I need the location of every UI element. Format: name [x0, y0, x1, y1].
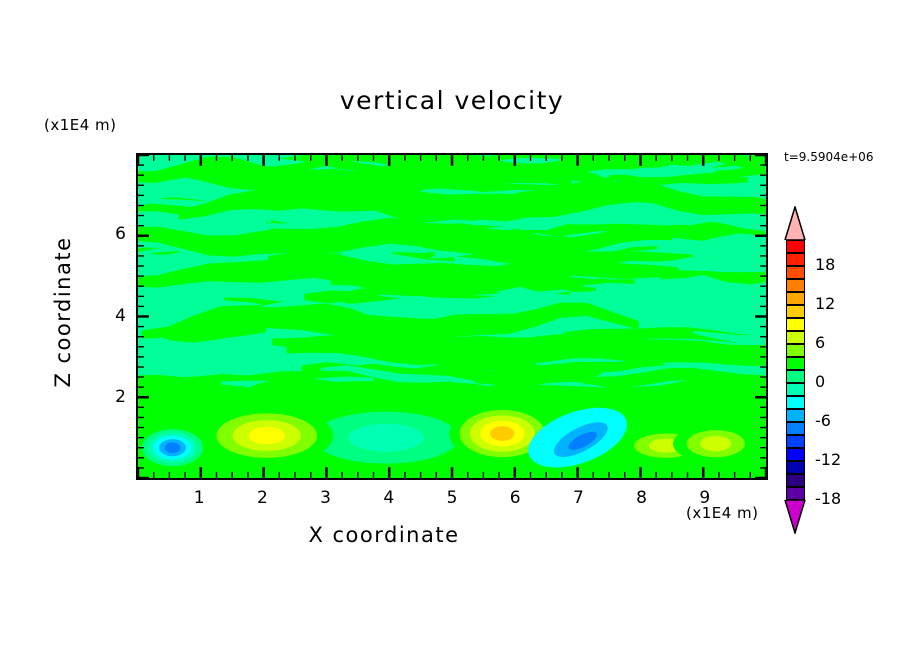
contour-band — [700, 435, 732, 452]
colorbar-band — [786, 292, 805, 305]
filament — [320, 365, 475, 385]
axis-ticks — [138, 155, 766, 478]
x-tick-label: 8 — [636, 488, 647, 508]
filament — [138, 217, 672, 257]
filament — [663, 233, 766, 253]
contour-band — [429, 383, 495, 400]
colorbar-band — [786, 448, 805, 461]
colorbar-band — [786, 461, 805, 474]
filament — [246, 155, 766, 182]
contour-band — [248, 426, 285, 445]
colorbar-band — [786, 240, 805, 253]
y-axis-title: Z coordinate — [51, 236, 75, 388]
colorbar-tick-label: 12 — [815, 294, 836, 313]
colorbar-band — [786, 279, 805, 292]
contour-band — [490, 426, 515, 441]
filament — [138, 191, 292, 210]
filament — [693, 330, 766, 344]
x-axis-unit: (x1E4 m) — [686, 504, 759, 522]
filament — [286, 334, 766, 367]
filament — [178, 177, 608, 223]
contour-band — [593, 390, 734, 417]
colorbar-tick-label: 18 — [815, 255, 836, 274]
x-tick-label: 7 — [572, 488, 584, 508]
filament — [692, 242, 766, 258]
colorbar-band — [786, 487, 805, 500]
vertical-velocity-field — [138, 155, 766, 478]
y-tick-label: 6 — [115, 223, 126, 244]
x-tick-label: 2 — [256, 488, 268, 508]
colorbar-tick-label: -12 — [815, 450, 842, 469]
timestamp-annotation: t=9.5904e+06 — [784, 150, 874, 164]
colorbar-band — [786, 409, 805, 422]
colorbar-band — [786, 383, 805, 396]
contour-plot-area — [136, 153, 768, 480]
contour-band — [568, 431, 597, 450]
colorbar-band — [786, 422, 805, 435]
page-title: vertical velocity — [339, 86, 565, 115]
colorbar-tick-label: 6 — [815, 333, 826, 352]
contour-band — [138, 394, 285, 409]
turbulent-filaments — [138, 155, 766, 400]
contour-band — [505, 386, 627, 401]
colorbar-over-cap — [783, 204, 807, 241]
filament — [563, 327, 766, 343]
x-tick-label: 6 — [509, 488, 521, 508]
x-tick-label: 5 — [446, 488, 458, 508]
x-axis-title: X coordinate — [308, 523, 460, 547]
colorbar-tick-label: -18 — [815, 489, 842, 508]
x-tick-label: 1 — [193, 488, 205, 508]
filament — [155, 318, 267, 343]
contour-band — [348, 423, 424, 452]
x-tick-label: 9 — [699, 488, 711, 508]
filament — [172, 214, 266, 233]
colorbar: 18 12 6 0 -6 -12 -18 — [783, 204, 841, 536]
colorbar-band — [786, 357, 805, 370]
colorbar-band — [786, 253, 805, 266]
x-tick-label: 3 — [320, 488, 331, 508]
filament — [655, 181, 766, 194]
y-axis-unit: (x1E4 m) — [44, 116, 117, 134]
filament — [141, 302, 639, 348]
colorbar-band — [786, 435, 805, 448]
colorbar-band — [786, 474, 805, 487]
colorbar-tick-label: 0 — [815, 372, 826, 391]
colorbar-band — [786, 396, 805, 409]
colorbar-tick-label: -6 — [815, 411, 831, 430]
colorbar-band — [786, 305, 805, 318]
colorbar-band — [786, 331, 805, 344]
contour-band — [164, 442, 181, 454]
contour-band — [284, 381, 434, 411]
colorbar-band — [786, 318, 805, 331]
y-tick-label: 4 — [115, 305, 126, 326]
filament — [554, 293, 733, 314]
contour-band — [165, 387, 257, 401]
filament — [138, 252, 678, 293]
y-tick-label: 2 — [115, 387, 126, 408]
filament — [416, 296, 633, 319]
colorbar-under-cap — [783, 499, 807, 536]
colorbar-band — [786, 370, 805, 383]
colorbar-band — [786, 266, 805, 279]
x-tick-label: 4 — [383, 488, 395, 508]
colorbar-band — [786, 344, 805, 357]
